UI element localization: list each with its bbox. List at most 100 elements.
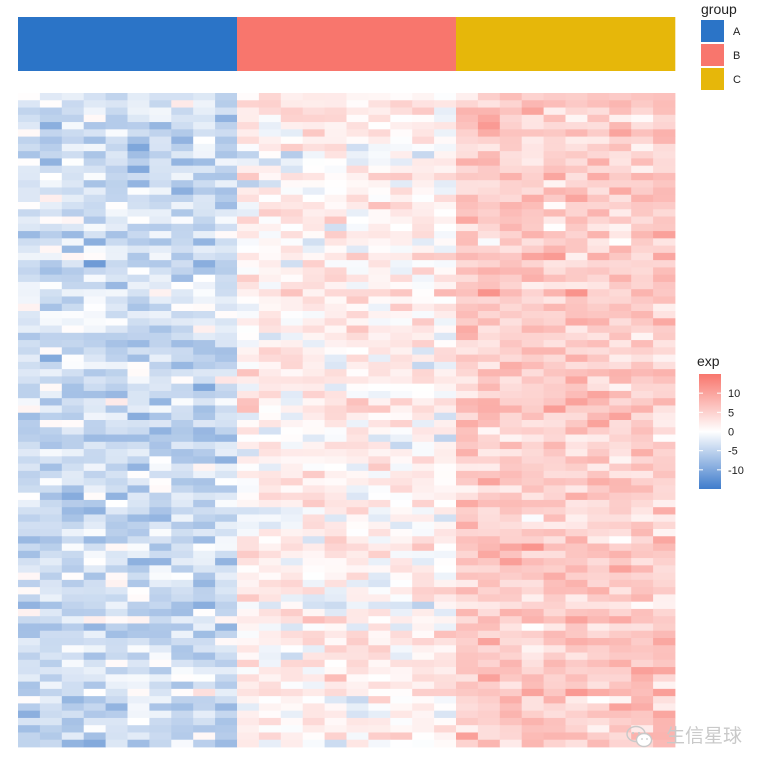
heatmap-cell — [193, 93, 216, 101]
heatmap-cell — [631, 260, 654, 268]
heatmap-cell — [412, 383, 435, 392]
heatmap-cell — [653, 470, 676, 479]
heatmap-cell — [434, 122, 457, 130]
heatmap-cell — [127, 172, 150, 181]
heatmap-cell — [390, 645, 413, 653]
heatmap-cell — [258, 470, 282, 479]
heatmap-cell — [565, 347, 588, 355]
heatmap-cell — [368, 463, 391, 472]
heatmap-cell — [456, 332, 479, 341]
heatmap-cell — [565, 223, 588, 232]
heatmap-cell — [346, 274, 369, 283]
heatmap-cell — [61, 216, 85, 225]
heatmap-cell — [434, 485, 457, 494]
heatmap-cell — [565, 732, 588, 741]
heatmap-cell — [368, 652, 391, 661]
heatmap-cell — [521, 369, 544, 377]
heatmap-cell — [653, 252, 676, 261]
heatmap-cell — [237, 194, 260, 203]
heatmap-cell — [565, 209, 588, 217]
heatmap-cell — [346, 354, 369, 363]
heatmap-cell — [127, 158, 150, 167]
heatmap-cell — [105, 608, 128, 617]
heatmap-cell — [631, 274, 654, 283]
heatmap-cell — [258, 739, 282, 748]
heatmap-cell — [412, 514, 435, 523]
heatmap-cell — [18, 499, 41, 508]
heatmap-cell — [587, 114, 610, 123]
heatmap-cell — [368, 231, 391, 239]
heatmap-cell — [149, 420, 172, 428]
heatmap-cell — [258, 688, 282, 697]
heatmap-cell — [127, 114, 150, 123]
heatmap-cell — [83, 383, 106, 392]
heatmap-cell — [521, 703, 544, 712]
heatmap-cell — [302, 361, 325, 370]
heatmap-cell — [39, 260, 63, 268]
heatmap-cell — [477, 659, 501, 668]
heatmap-cell — [280, 725, 304, 733]
heatmap-cell — [609, 638, 632, 646]
heatmap-cell — [653, 405, 676, 414]
heatmap-cell — [258, 383, 282, 392]
heatmap-cell — [237, 558, 260, 566]
heatmap-cell — [127, 427, 150, 435]
heatmap-cell — [39, 100, 63, 108]
heatmap-cell — [193, 717, 216, 726]
heatmap-cell — [149, 100, 172, 108]
heatmap-cell — [521, 667, 544, 675]
heatmap-cell — [653, 347, 676, 355]
heatmap-cell — [499, 659, 523, 668]
heatmap-cell — [18, 449, 41, 457]
heatmap-cell — [39, 594, 63, 603]
heatmap-cell — [127, 608, 150, 617]
heatmap-cell — [193, 383, 216, 392]
heatmap-cell — [83, 659, 106, 668]
heatmap-cell — [346, 739, 369, 748]
heatmap-cell — [412, 536, 435, 544]
heatmap-cell — [499, 717, 523, 726]
heatmap-cell — [171, 274, 194, 283]
heatmap-cell — [171, 441, 194, 450]
heatmap-cell — [631, 667, 654, 675]
heatmap-cell — [324, 717, 347, 726]
heatmap-cell — [587, 732, 610, 741]
heatmap-cell — [587, 703, 610, 712]
heatmap-cell — [105, 725, 128, 733]
heatmap-cell — [280, 674, 304, 682]
heatmap-cell — [237, 521, 260, 530]
heatmap-cell — [631, 558, 654, 566]
heatmap-cell — [587, 194, 610, 203]
heatmap-cell — [324, 420, 347, 428]
heatmap-cell — [609, 122, 632, 130]
heatmap-cell — [83, 616, 106, 624]
heatmap-cell — [127, 267, 150, 276]
heatmap-cell — [456, 449, 479, 457]
heatmap-cell — [412, 209, 435, 217]
heatmap-cell — [237, 311, 260, 319]
heatmap-cell — [587, 674, 610, 682]
heatmap-cell — [237, 412, 260, 421]
heatmap-cell — [61, 107, 85, 116]
heatmap-cell — [18, 245, 41, 254]
heatmap-cell — [412, 470, 435, 479]
heatmap-cell — [653, 587, 676, 595]
heatmap-cell — [61, 470, 85, 479]
heatmap-cell — [83, 122, 106, 130]
heatmap-cell — [477, 340, 501, 348]
heatmap-cell — [83, 354, 106, 363]
heatmap-cell — [39, 311, 63, 319]
heatmap-cell — [565, 703, 588, 712]
heatmap-cell — [280, 151, 304, 159]
heatmap-cell — [543, 732, 566, 741]
group-legend-label-c: C — [733, 74, 741, 86]
heatmap-cell — [237, 608, 260, 617]
heatmap-cell — [193, 114, 216, 123]
heatmap-cell — [390, 463, 413, 472]
heatmap-cell — [127, 107, 150, 116]
heatmap-cell — [587, 325, 610, 334]
heatmap-cell — [61, 674, 85, 682]
heatmap-cell — [302, 572, 325, 581]
heatmap-cell — [61, 303, 85, 312]
